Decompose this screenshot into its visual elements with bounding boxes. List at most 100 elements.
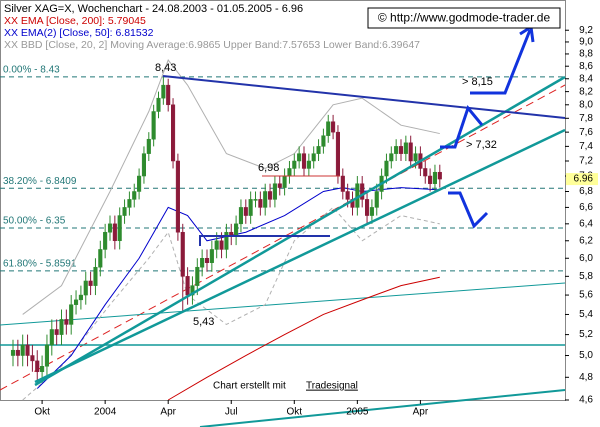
fib-label: 61.80% - 5.8591 bbox=[3, 259, 77, 270]
candle-body bbox=[224, 231, 229, 250]
y-tick-label: 9,2 bbox=[579, 25, 593, 36]
candle-body bbox=[384, 160, 389, 177]
candle-body bbox=[272, 183, 277, 200]
candle-body bbox=[423, 168, 428, 177]
y-tick-label: 8,6 bbox=[579, 61, 593, 72]
y-tick-label: 4,8 bbox=[579, 372, 593, 383]
y-tick-label: 6,2 bbox=[579, 235, 593, 246]
x-tick-label: Jul bbox=[225, 407, 238, 418]
candle-body bbox=[214, 240, 219, 250]
candle-body bbox=[394, 146, 399, 154]
candle-body bbox=[107, 223, 113, 233]
candle-body bbox=[141, 153, 146, 177]
y-tick-label: 6,6 bbox=[579, 202, 593, 213]
candle-body bbox=[253, 199, 258, 201]
candle-body bbox=[204, 258, 210, 263]
last-price: 6.96 bbox=[574, 174, 594, 185]
annotation: > 8,15 bbox=[462, 76, 493, 88]
legend-entry: XX EMA(2) [Close, 50]: 6.81532 bbox=[4, 27, 154, 39]
candle-body bbox=[190, 285, 195, 296]
y-tick-label: 7,8 bbox=[579, 113, 593, 124]
candle-body bbox=[185, 276, 190, 296]
candle-body bbox=[59, 319, 64, 335]
y-tick-label: 4,6 bbox=[579, 395, 593, 406]
last-price-box bbox=[566, 173, 598, 186]
candle-body bbox=[340, 175, 345, 192]
candle-body bbox=[25, 344, 30, 356]
fib-label: 38.20% - 6.8409 bbox=[3, 176, 77, 187]
x-tick-label: Okt bbox=[287, 407, 303, 418]
y-tick-label: 8,2 bbox=[579, 86, 593, 97]
y-tick-label: 5,0 bbox=[579, 350, 593, 361]
candle-body bbox=[78, 294, 83, 301]
candle-body bbox=[432, 171, 437, 184]
trend-line bbox=[199, 389, 566, 427]
candle-body bbox=[374, 191, 379, 208]
candle-body bbox=[263, 191, 268, 208]
fib-label: 0.00% - 8.43 bbox=[3, 65, 60, 76]
candle-body bbox=[20, 344, 25, 356]
candle-body bbox=[156, 97, 161, 112]
x-tick-label: 2005 bbox=[346, 407, 369, 418]
x-tick-label: Okt bbox=[34, 407, 50, 418]
band-lower bbox=[22, 206, 440, 401]
copyright-box bbox=[367, 7, 561, 29]
candle-body bbox=[151, 111, 156, 140]
candle-body bbox=[112, 223, 117, 242]
candle-body bbox=[35, 360, 40, 373]
candle-body bbox=[316, 146, 321, 154]
candle-body bbox=[117, 215, 122, 242]
candle-body bbox=[243, 207, 248, 216]
candle-body bbox=[88, 280, 93, 286]
trend-line bbox=[34, 128, 566, 384]
candle-body bbox=[30, 355, 35, 362]
arrow bbox=[440, 104, 484, 149]
candle-body bbox=[238, 207, 243, 225]
candle-body bbox=[301, 153, 307, 169]
candle-body bbox=[180, 231, 185, 277]
y-tick-label: 9,0 bbox=[579, 37, 593, 48]
candle-body bbox=[292, 160, 297, 169]
annotation: 8,43 bbox=[155, 62, 176, 74]
candle-body bbox=[40, 366, 45, 373]
y-tick-label: 5,8 bbox=[579, 271, 593, 282]
legend-entry: XX BBD [Close, 20, 2] Moving Average:6.9… bbox=[4, 39, 420, 51]
annotation: > 7,32 bbox=[466, 139, 497, 151]
footer-link[interactable]: Tradesignal bbox=[306, 381, 358, 392]
footer: Chart erstellt mit bbox=[213, 381, 286, 392]
candle-body bbox=[297, 153, 302, 162]
copyright: © http://www.godmode-trader.de bbox=[378, 11, 551, 25]
arrow bbox=[448, 191, 489, 229]
candle-body bbox=[287, 168, 292, 177]
candle-body bbox=[54, 329, 59, 335]
candle-body bbox=[137, 175, 142, 192]
candle-body bbox=[248, 199, 253, 216]
annotation: 6,98 bbox=[258, 162, 279, 174]
trend-line bbox=[0, 282, 566, 326]
candle-body bbox=[171, 104, 176, 162]
candle-body bbox=[10, 349, 16, 356]
chart-title: Silver XAG=X, Wochenchart - 24.08.2003 -… bbox=[4, 3, 303, 15]
candle-body bbox=[268, 191, 273, 200]
candle-body bbox=[437, 171, 442, 180]
candle-body bbox=[195, 266, 200, 286]
candle-body bbox=[44, 344, 50, 367]
candle-body bbox=[209, 249, 214, 263]
y-tick-label: 5,4 bbox=[579, 309, 593, 320]
y-tick-label: 5,6 bbox=[579, 290, 593, 301]
trend-line bbox=[34, 75, 566, 387]
candle-body bbox=[321, 135, 326, 147]
band-upper bbox=[22, 59, 440, 315]
legend-entry: XX EMA [Close, 200]: 5.79045 bbox=[4, 15, 146, 27]
candle-body bbox=[360, 183, 365, 200]
candle-body bbox=[166, 84, 171, 106]
y-tick-label: 6,4 bbox=[579, 218, 593, 229]
y-tick-label: 8,4 bbox=[579, 73, 593, 84]
candle-body bbox=[200, 258, 205, 268]
candle-body bbox=[277, 183, 282, 188]
y-tick-label: 6,8 bbox=[579, 186, 593, 197]
plot-frame bbox=[0, 0, 566, 401]
arrow bbox=[470, 29, 532, 95]
axis: 9,29,08,88,68,48,28,07,87,67,47,27,06,86… bbox=[4, 15, 598, 418]
annotation: 5,43 bbox=[193, 316, 214, 328]
